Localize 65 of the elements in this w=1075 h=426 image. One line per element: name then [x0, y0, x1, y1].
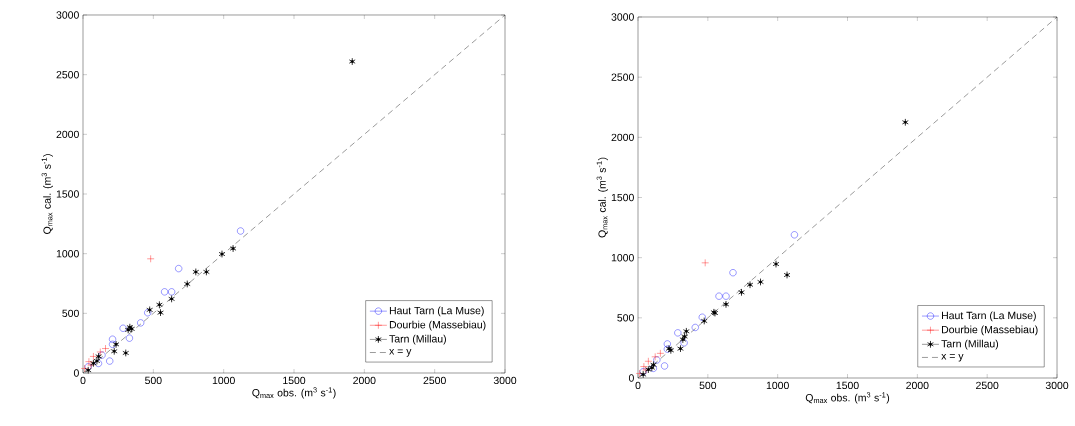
- point: [119, 324, 127, 332]
- point: [661, 362, 669, 370]
- legend-label: Tarn (Millau): [941, 339, 999, 350]
- x-tick-label: 3000: [493, 376, 517, 385]
- legend-label: Dourbie (Massebiau): [389, 320, 486, 331]
- y-tick-label: 1500: [56, 190, 79, 198]
- point: [146, 255, 155, 263]
- y-tick-label: 0: [73, 369, 79, 377]
- point: [663, 340, 671, 348]
- y-tick-label: 500: [62, 309, 79, 318]
- legend-label: Haut Tarn (La Muse): [389, 306, 484, 317]
- x-tick-label: 1500: [283, 376, 306, 385]
- point: [644, 357, 653, 365]
- y-tick-label: 1000: [56, 249, 79, 258]
- point: [680, 339, 688, 347]
- y-axis-title: Q$_{max}$ cal. (m$^{3}$ s$^{-1}$): [596, 157, 608, 238]
- point: [698, 313, 706, 321]
- x-tick-label: 2000: [353, 376, 376, 385]
- y-tick-label: 1000: [611, 253, 634, 262]
- y-tick-label: 1500: [611, 193, 634, 202]
- x-axis-title: Q$_{max}$ obs. (m$^{3}$ s$^{-1}$): [252, 387, 336, 399]
- point: [656, 349, 665, 358]
- legend-label: x = y: [941, 353, 964, 362]
- x-tick-label: 2500: [423, 376, 446, 385]
- x-tick-label: 500: [699, 381, 717, 390]
- point: [790, 231, 798, 239]
- legend-label: Haut Tarn (La Muse): [942, 311, 1036, 322]
- y-axis-title: Q$_{max}$ cal. (m$^{3}$ s$^{-1}$): [41, 154, 53, 234]
- x-tick-label: 1000: [212, 376, 235, 385]
- x-tick-label: 500: [145, 376, 162, 385]
- point: [691, 323, 699, 331]
- point: [85, 357, 93, 366]
- x-tick-label: 1500: [836, 381, 859, 390]
- y-tick-label: 500: [617, 314, 634, 322]
- x-axis-title: Q$_{max}$ obs. (m$^{3}$ s$^{-1}$): [805, 392, 890, 404]
- x-tick-label: 2000: [906, 381, 929, 390]
- point: [674, 329, 682, 337]
- point: [106, 357, 114, 365]
- x-tick-label: 2500: [976, 381, 999, 390]
- x-tick-label: 1000: [766, 381, 789, 390]
- y-tick-label: 2000: [56, 130, 79, 139]
- x-tick-label: 0: [635, 381, 641, 390]
- point: [701, 259, 709, 267]
- point: [125, 334, 133, 342]
- legend-label: Dourbie (Massebiau): [942, 325, 1038, 336]
- x-tick-label: 3000: [1045, 381, 1069, 390]
- legend-label: x = y: [389, 348, 412, 357]
- point: [715, 292, 723, 300]
- point: [137, 319, 145, 327]
- point: [729, 269, 737, 277]
- point: [161, 288, 169, 296]
- legend-label: Tarn (Millau): [389, 334, 446, 345]
- x-tick-label: 0: [80, 376, 86, 385]
- point: [89, 352, 98, 361]
- point: [722, 292, 730, 300]
- y-tick-label: 2000: [611, 133, 634, 142]
- y-tick-label: 3000: [611, 13, 634, 21]
- point: [237, 227, 245, 235]
- y-tick-label: 2500: [56, 70, 79, 79]
- y-tick-label: 3000: [56, 11, 79, 19]
- y-tick-label: 2500: [611, 73, 634, 81]
- point: [175, 265, 183, 273]
- point: [168, 288, 176, 296]
- point: [109, 335, 117, 343]
- point: [640, 362, 648, 371]
